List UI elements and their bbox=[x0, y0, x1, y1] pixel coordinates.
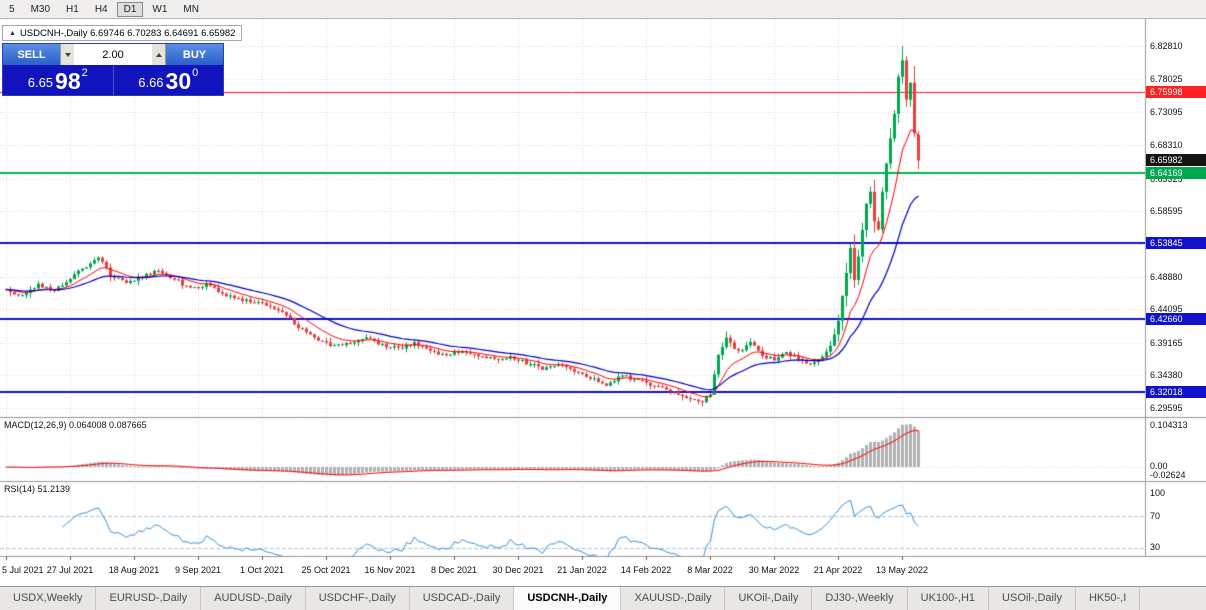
timeframe-button-h1[interactable]: H1 bbox=[66, 3, 79, 15]
macd-axis-label: 0.00 bbox=[1150, 461, 1168, 471]
price-axis-label: 6.48880 bbox=[1150, 271, 1183, 282]
buy-price-point: 0 bbox=[192, 67, 199, 79]
buy-price-pips: 30 bbox=[165, 68, 192, 94]
timeframe-toolbar: 5 M30 H1 H4 D1 W1 MN bbox=[0, 0, 1206, 19]
price-axis-label: 6.58595 bbox=[1150, 205, 1183, 216]
date-axis-label: 21 Apr 2022 bbox=[813, 565, 863, 575]
support-line-price-label: 6.64169 bbox=[1146, 166, 1206, 179]
sell-price: 6.65 98 2 bbox=[3, 65, 113, 95]
date-axis-label: 27 Jul 2021 bbox=[46, 565, 94, 575]
symbol-tab-bar: USDX,Weekly EURUSD-,Daily AUDUSD-,Daily USD… bbox=[0, 586, 1206, 610]
sell-price-point: 2 bbox=[81, 67, 88, 79]
timeframe-button-h4[interactable]: H4 bbox=[94, 3, 108, 15]
current-bid-price-label: 6.65982 bbox=[1146, 154, 1206, 167]
buy-price: 6.66 30 0 bbox=[112, 65, 224, 95]
date-axis-label: 9 Sep 2021 bbox=[174, 565, 222, 575]
date-axis-label: 25 Oct 2021 bbox=[301, 565, 351, 575]
price-axis-label: 6.68310 bbox=[1150, 139, 1183, 150]
triangle-up-icon bbox=[155, 52, 162, 57]
price-chart-canvas[interactable] bbox=[0, 19, 1206, 586]
level-line-price-label: 6.53845 bbox=[1146, 237, 1206, 250]
symbol-tab-hk50-i[interactable]: HK50-,I bbox=[1076, 587, 1141, 610]
symbol-tab-usdcnh-daily[interactable]: USDCNH-,Daily bbox=[514, 587, 622, 610]
sell-price-pips: 98 bbox=[55, 68, 81, 94]
sell-price-prefix: 6.65 bbox=[27, 75, 54, 90]
price-axis-label: 6.82810 bbox=[1150, 41, 1183, 51]
rsi-axis-label: 70 bbox=[1150, 511, 1161, 521]
chart-title: USDCNH-,Daily 6.69746 6.70283 6.64691 6.… bbox=[19, 27, 236, 39]
volume-decrease-button[interactable] bbox=[61, 44, 74, 65]
symbol-tab-usoil-daily[interactable]: USOil-,Daily bbox=[989, 587, 1076, 610]
date-axis-label: 1 Oct 2021 bbox=[239, 565, 285, 575]
symbol-tab-usdcad-daily[interactable]: USDCAD-,Daily bbox=[410, 587, 515, 610]
date-axis-label: 16 Nov 2021 bbox=[364, 565, 416, 575]
price-axis-label: 6.34380 bbox=[1150, 370, 1183, 381]
macd-indicator-label: MACD(12,26,9) 0.064008 0.087665 bbox=[4, 420, 147, 430]
symbol-tab-eurusd-daily[interactable]: EURUSD-,Daily bbox=[96, 587, 202, 610]
symbol-tab-uk100-h1[interactable]: UK100-,H1 bbox=[908, 587, 990, 610]
date-axis-label: 5 Jul 2021 bbox=[2, 565, 44, 575]
volume-input[interactable]: 2.00 bbox=[102, 48, 124, 61]
symbol-tab-audusd-daily[interactable]: AUDUSD-,Daily bbox=[201, 587, 306, 610]
bid-ask-display: 6.65 98 2 6.66 30 0 bbox=[3, 65, 223, 95]
price-axis-label: 6.73095 bbox=[1150, 107, 1183, 118]
timeframe-button-mn[interactable]: MN bbox=[183, 3, 199, 15]
resistance-line-price-label: 6.75998 bbox=[1146, 86, 1206, 99]
price-axis-label: 6.39165 bbox=[1150, 337, 1183, 348]
rsi-axis-label: 30 bbox=[1150, 542, 1161, 552]
macd-axis-label: -0.02624 bbox=[1150, 470, 1186, 480]
sell-button[interactable]: SELL bbox=[3, 44, 60, 65]
timeframe-button-d1[interactable]: D1 bbox=[116, 1, 144, 17]
symbol-tab-usdchf-daily[interactable]: USDCHF-,Daily bbox=[306, 587, 410, 610]
level-line-price-label: 6.42660 bbox=[1146, 313, 1206, 326]
price-axis-label: 6.29595 bbox=[1150, 403, 1183, 413]
volume-control: 2.00 bbox=[60, 44, 166, 65]
date-axis-label: 14 Feb 2022 bbox=[620, 565, 672, 575]
date-axis-label: 30 Mar 2022 bbox=[748, 565, 800, 575]
chart-window: ▲ USDCNH-,Daily 6.69746 6.70283 6.64691 … bbox=[0, 19, 1206, 586]
symbol-tab-ukoil-daily[interactable]: UKOil-,Daily bbox=[725, 587, 813, 610]
buy-button[interactable]: BUY bbox=[166, 44, 223, 65]
timeframe-button-m30[interactable]: M30 bbox=[30, 3, 51, 15]
macd-axis-label: 0.104313 bbox=[1150, 420, 1188, 430]
timeframe-button-5[interactable]: 5 bbox=[9, 3, 15, 15]
symbol-tab-dj30-weekly[interactable]: DJ30-,Weekly bbox=[812, 587, 908, 610]
date-axis-label: 30 Dec 2021 bbox=[492, 565, 544, 575]
date-axis-label: 8 Mar 2022 bbox=[687, 565, 733, 575]
buy-price-prefix: 6.66 bbox=[138, 75, 164, 90]
date-axis-label: 8 Dec 2021 bbox=[430, 565, 478, 575]
symbol-tab-usdx-weekly[interactable]: USDX,Weekly bbox=[0, 587, 97, 610]
date-axis-label: 13 May 2022 bbox=[875, 565, 929, 575]
rsi-axis-label: 100 bbox=[1150, 488, 1166, 498]
timeframe-button-w1[interactable]: W1 bbox=[152, 3, 168, 15]
price-axis-label: 6.78025 bbox=[1150, 73, 1183, 84]
date-axis-label: 21 Jan 2022 bbox=[557, 565, 607, 575]
volume-increase-button[interactable] bbox=[152, 44, 165, 65]
one-click-trading-panel: SELL 2.00 BUY 6.65 98 2 6.66 30 0 bbox=[2, 43, 224, 96]
collapse-panel-icon[interactable]: ▲ bbox=[9, 29, 16, 37]
symbol-tab-xauusd-daily[interactable]: XAUUSD-,Daily bbox=[621, 587, 726, 610]
level-line-price-label: 6.32018 bbox=[1146, 385, 1206, 398]
price-axis-label: 6.44095 bbox=[1150, 304, 1183, 315]
date-axis-label: 18 Aug 2021 bbox=[108, 565, 160, 575]
chart-title-box: ▲ USDCNH-,Daily 6.69746 6.70283 6.64691 … bbox=[2, 25, 243, 41]
rsi-indicator-label: RSI(14) 51.2139 bbox=[4, 484, 71, 494]
triangle-down-icon bbox=[64, 52, 71, 57]
